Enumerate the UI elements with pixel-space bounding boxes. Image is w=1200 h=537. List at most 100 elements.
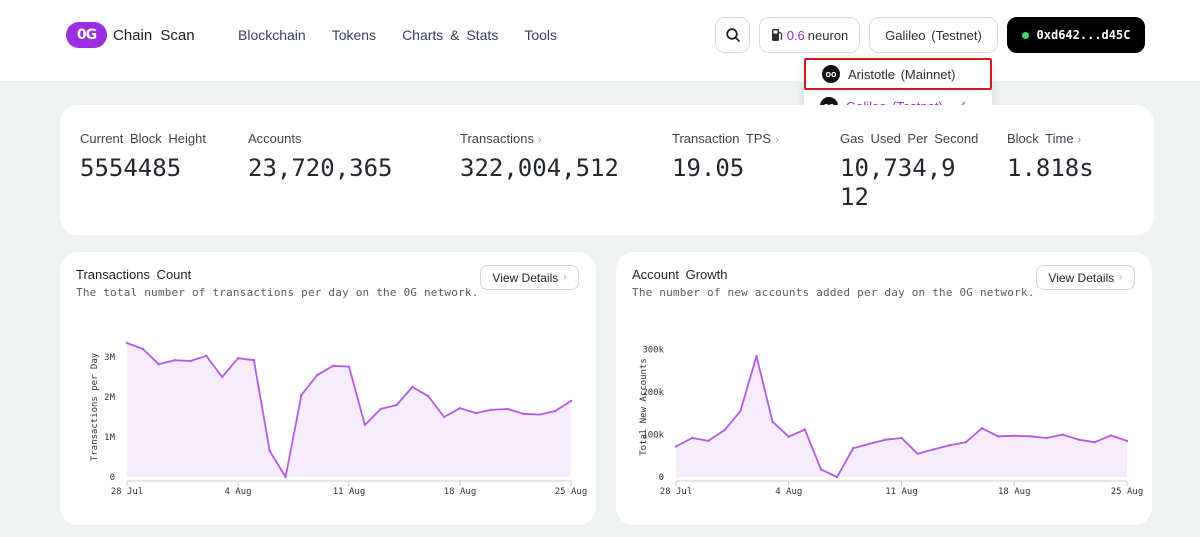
data-point[interactable] [803,428,807,431]
view-details-label: View Details [1048,270,1115,285]
stat-transactions[interactable]: Transactions › 322,004,512 [460,131,619,183]
nav-charts-stats[interactable]: Charts & Stats [402,27,499,43]
data-point[interactable] [852,447,855,450]
data-point[interactable] [427,395,430,398]
data-point[interactable] [707,439,710,443]
data-point[interactable] [442,415,446,419]
y-tick-label: 300k [642,346,664,356]
search-button[interactable] [715,17,750,53]
data-point[interactable] [690,436,694,440]
network-selector[interactable]: Galileo (Testnet) [869,17,998,53]
data-point[interactable] [316,373,319,377]
transactions-chart: 0 1M 2M 3M 28 Jul 4 Aug 11 Aug 18 Aug 25 Aug Tran… [90,341,588,497]
data-point[interactable] [173,359,176,362]
data-point[interactable] [1061,433,1064,436]
view-details-button[interactable]: View Details › [480,265,579,290]
stat-value: 1.818s [1007,154,1094,182]
logo-mark: 0G [66,22,107,48]
data-point[interactable] [996,435,1000,438]
og-network-icon: oo [822,65,840,83]
data-point[interactable] [506,407,509,411]
data-point[interactable] [723,429,726,432]
y-tick-label: 0 [659,473,664,483]
nav-tokens[interactable]: Tokens [331,27,377,43]
view-details-button[interactable]: View Details › [1036,265,1135,290]
chevron-right-icon: › [563,272,567,283]
y-axis-label: Transactions per Day [90,352,100,461]
stat-label: Gas Used Per Second [840,131,979,146]
data-point[interactable] [189,359,192,363]
x-tick-label: 11 Aug [885,487,918,497]
data-point[interactable] [739,410,742,413]
data-point[interactable] [379,407,382,411]
data-point[interactable] [787,435,790,438]
data-point[interactable] [363,423,367,427]
stat-block-height: Current Block Height 5554485 [80,131,206,183]
data-point[interactable] [553,409,557,413]
data-point[interactable] [522,412,525,415]
x-tick-label: 4 Aug [224,487,251,497]
y-tick-label: 1M [104,433,115,443]
data-point[interactable] [835,475,839,479]
stat-value: 19.05 [672,154,745,182]
data-point[interactable] [347,365,351,368]
series-area [127,343,571,477]
data-point[interactable] [252,359,256,362]
main-nav: Blockchain Tokens Charts & Stats Tools [238,27,583,43]
data-point[interactable] [1109,434,1113,437]
data-point[interactable] [395,403,398,407]
data-point[interactable] [1029,435,1032,438]
stat-block-time[interactable]: Block Time › 1.818s [1007,131,1094,183]
data-point[interactable] [205,354,208,357]
data-point[interactable] [268,449,271,453]
data-point[interactable] [1125,439,1129,443]
data-point[interactable] [300,393,303,397]
data-point[interactable] [916,452,919,455]
network-option-aristotle[interactable]: oo Aristotle (Mainnet) [804,58,992,90]
data-point[interactable] [236,357,240,360]
y-tick-label: 3M [104,353,115,363]
data-point[interactable] [331,364,335,367]
stat-tps[interactable]: Transaction TPS › 19.05 [672,131,779,183]
data-point[interactable] [474,411,478,415]
data-point[interactable] [458,407,462,410]
data-point[interactable] [538,413,541,416]
data-point[interactable] [490,408,493,411]
nav-tools[interactable]: Tools [524,27,558,43]
chart-title: Transactions Count [76,267,192,282]
data-point[interactable] [1093,441,1096,444]
data-point[interactable] [771,420,774,423]
data-point[interactable] [1077,438,1080,441]
data-point[interactable] [980,427,984,430]
data-point[interactable] [755,354,758,358]
data-point[interactable] [884,438,887,441]
stat-label: Block Time [1007,131,1074,146]
chart-title: Account Growth [632,267,728,282]
data-point[interactable] [220,375,224,379]
data-point[interactable] [284,475,287,479]
logo[interactable]: 0G Chain Scan [66,22,195,48]
data-point[interactable] [157,363,160,366]
x-tick-label: 25 Aug [555,487,588,497]
data-point[interactable] [900,436,903,440]
data-point[interactable] [125,341,129,345]
data-point[interactable] [868,442,871,446]
data-point[interactable] [411,385,414,389]
stat-value: 322,004,512 [460,154,619,182]
stat-label: Accounts [248,131,302,146]
data-point[interactable] [964,441,968,444]
nav-blockchain[interactable]: Blockchain [238,27,306,43]
data-point[interactable] [674,445,678,448]
data-point[interactable] [948,444,951,447]
data-point[interactable] [141,347,145,351]
connected-status-dot [1021,31,1029,39]
data-point[interactable] [1045,436,1048,440]
data-point[interactable] [1013,434,1016,437]
data-point[interactable] [819,468,823,471]
gas-price-button[interactable]: 0.6 neuron [759,17,860,53]
data-point[interactable] [932,448,935,451]
data-point[interactable] [569,399,573,403]
wallet-button[interactable]: 0xd642...d45C [1007,17,1145,53]
search-icon [725,28,740,42]
x-tick-label: 28 Jul [111,487,144,497]
